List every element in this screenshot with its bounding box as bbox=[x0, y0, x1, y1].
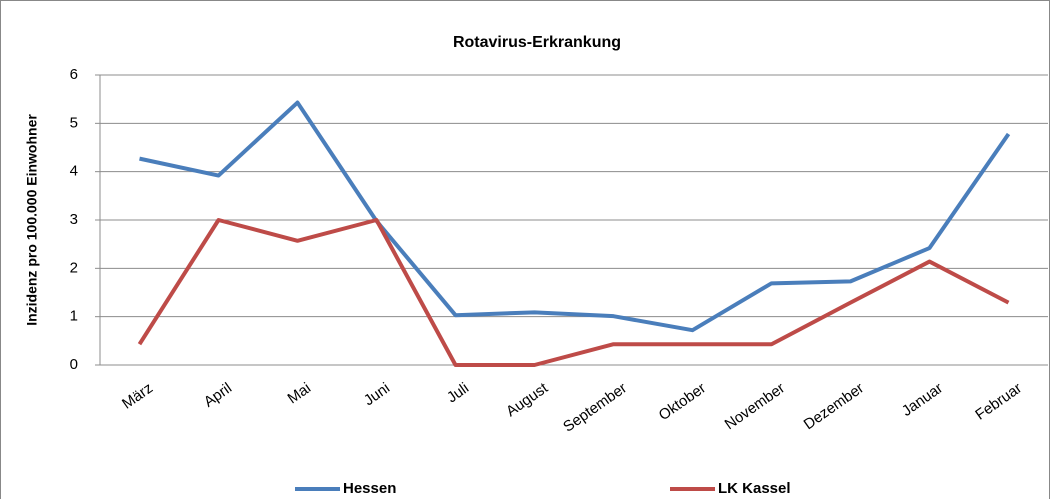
y-tick-label: 6 bbox=[70, 66, 78, 83]
y-tick-label: 0 bbox=[70, 356, 78, 373]
y-axis-label: Inzidenz pro 100.000 Einwohner bbox=[24, 114, 40, 326]
line-series bbox=[137, 218, 1010, 367]
y-tick-label: 3 bbox=[70, 211, 78, 228]
legend-label: LK Kassel bbox=[718, 480, 791, 497]
line-series bbox=[139, 100, 1011, 333]
y-tick-label: 5 bbox=[70, 114, 78, 131]
chart-title: Rotavirus-Erkrankung bbox=[453, 34, 621, 51]
y-tick-label: 1 bbox=[70, 308, 78, 325]
y-tick-label: 4 bbox=[70, 163, 78, 180]
legend-label: Hessen bbox=[343, 480, 396, 497]
y-tick-label: 2 bbox=[70, 259, 78, 276]
